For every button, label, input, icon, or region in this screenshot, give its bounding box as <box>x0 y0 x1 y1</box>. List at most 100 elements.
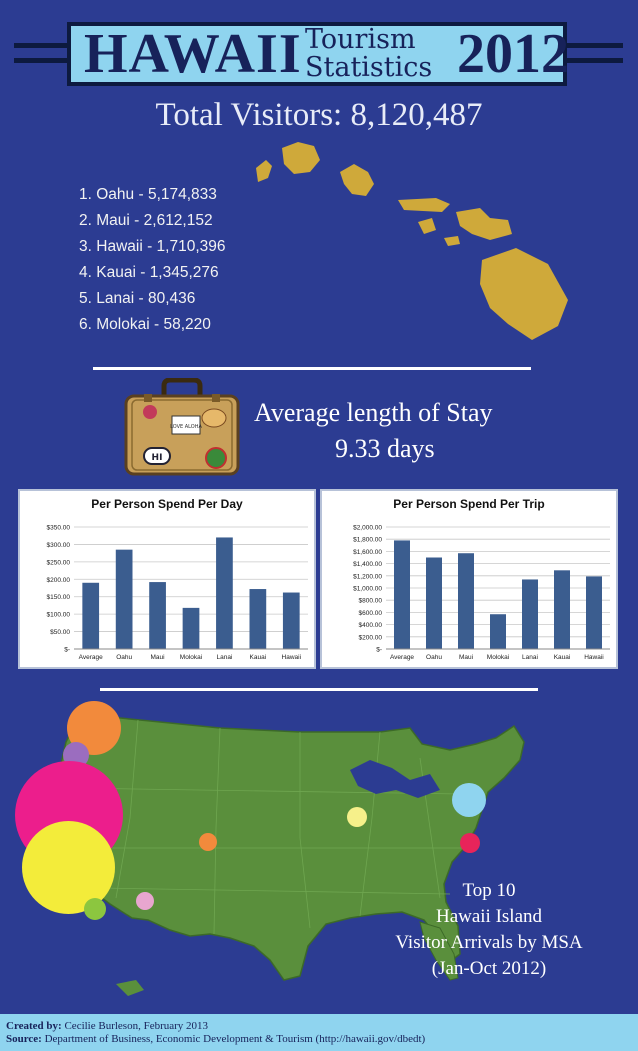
y-tick-label: $200.00 <box>47 577 71 584</box>
list-item: 1. Oahu - 5,174,833 <box>79 186 217 203</box>
y-tick-label: $1,600.00 <box>353 549 382 556</box>
total-visitors: Total Visitors: 8,120,487 <box>155 97 483 133</box>
msa-caption-line: Top 10 <box>462 880 516 901</box>
lanai-island <box>418 218 436 234</box>
list-item: 6. Molokai - 58,220 <box>79 316 211 333</box>
y-tick-label: $50.00 <box>50 629 70 636</box>
suitcase-sticker-text: LOVE ALOHA <box>170 424 202 430</box>
header-banner <box>67 22 567 86</box>
y-tick-label: $300.00 <box>47 542 71 549</box>
header-line-right-top <box>567 43 623 48</box>
header-subtitle-statistics: Statistics <box>305 52 433 83</box>
x-tick-label: Maui <box>459 654 473 661</box>
chart-spend-per-day-svg: $- $50.00 $100.00 $150.00 $200.00 $250.00 $300… <box>47 525 308 661</box>
x-tick-label: Oahu <box>426 654 442 661</box>
kahoolawe-island <box>444 236 460 246</box>
bar <box>426 557 442 649</box>
x-tick-label: Kauai <box>250 654 267 661</box>
bar <box>149 582 166 649</box>
x-tick-label: Hawaii <box>584 654 604 661</box>
y-tick-label: $150.00 <box>47 594 71 601</box>
molokai-island <box>398 198 450 212</box>
x-tick-label: Lanai <box>216 654 232 661</box>
msa-bubble <box>452 783 486 817</box>
header-line-left-bottom <box>14 58 67 63</box>
bar <box>586 576 602 649</box>
maui-island <box>456 208 512 240</box>
y-tick-label: $1,400.00 <box>353 561 382 568</box>
msa-caption-line: Hawaii Island <box>435 906 543 927</box>
list-item: 2. Maui - 2,612,152 <box>79 212 213 229</box>
y-tick-label: $350.00 <box>47 525 71 532</box>
bar <box>554 570 570 649</box>
great-lakes <box>350 760 440 798</box>
hawaii-islands-map <box>256 142 568 340</box>
y-tick-label: $200.00 <box>359 634 383 641</box>
msa-bubble <box>84 898 106 920</box>
x-tick-label: Molokai <box>180 654 202 661</box>
y-tick-label: $2,000.00 <box>353 525 382 532</box>
msa-bubble <box>460 833 480 853</box>
y-tick-label: $1,800.00 <box>353 537 382 544</box>
x-tick-label: Maui <box>151 654 165 661</box>
header-subtitle-tourism: Tourism <box>305 24 416 55</box>
chart-title: Per Person Spend Per Trip <box>393 497 545 511</box>
chart-spend-per-day: Per Person Spend Per Day $- $50.00 $100.00… <box>18 489 316 669</box>
alaska-fragment <box>116 980 144 996</box>
bar <box>249 589 267 649</box>
bar <box>115 549 133 649</box>
y-tick-label: $400.00 <box>359 622 383 629</box>
us-map <box>59 713 525 996</box>
bar <box>282 592 300 649</box>
suitcase-sticker-hi: HI <box>152 453 163 463</box>
bar <box>82 582 100 649</box>
section-divider <box>93 367 531 370</box>
chart-title: Per Person Spend Per Day <box>91 497 243 511</box>
average-stay-label: Average length of Stay <box>254 398 493 427</box>
y-tick-label: $100.00 <box>47 612 71 619</box>
chart-spend-per-trip-svg: $- $200.00 $400.00 $600.00 $800.00 $1,000.00 $… <box>353 525 610 661</box>
niihau-island <box>256 160 272 182</box>
x-tick-label: Kauai <box>554 654 571 661</box>
x-tick-label: Oahu <box>116 654 132 661</box>
footer: Created by: Cecilie Burleson, February 2… <box>0 1014 638 1051</box>
x-tick-label: Average <box>79 654 103 661</box>
msa-caption-line: (Jan-Oct 2012) <box>431 958 547 979</box>
list-item: 3. Hawaii - 1,710,396 <box>79 238 226 255</box>
y-tick-label: $600.00 <box>359 610 383 617</box>
y-tick-label: $1,200.00 <box>353 573 382 580</box>
x-tick-label: Lanai <box>522 654 538 661</box>
x-tick-label: Hawaii <box>282 654 302 661</box>
x-tick-label: Average <box>390 654 414 661</box>
footer-credit: Created by: Cecilie Burleson, February 2… <box>6 1020 209 1032</box>
list-item: 4. Kauai - 1,345,276 <box>79 264 219 281</box>
list-item: 5. Lanai - 80,436 <box>79 290 196 307</box>
header-year: 2012 <box>457 23 569 85</box>
footer-source: Source: Department of Business, Economic… <box>6 1033 426 1045</box>
kauai-island <box>282 142 320 174</box>
msa-bubble <box>136 892 154 910</box>
header-line-right-bottom <box>567 58 623 63</box>
msa-caption: Top 10 Hawaii Island Visitor Arrivals by… <box>369 878 609 982</box>
section-divider <box>100 688 538 691</box>
florida <box>419 921 459 981</box>
header-title: HAWAII <box>84 23 302 85</box>
bar <box>182 607 200 649</box>
y-tick-label: $250.00 <box>47 559 71 566</box>
header-line-left-top <box>14 43 67 48</box>
y-tick-label: $800.00 <box>359 598 383 605</box>
state-borders <box>68 719 470 935</box>
chart-spend-per-trip: Per Person Spend Per Trip $- $200.00 $400.… <box>320 489 618 669</box>
x-tick-label: Molokai <box>487 654 509 661</box>
bar <box>458 553 474 649</box>
island-visitor-list: 1. Oahu - 5,174,833 2. Maui - 2,612,152 … <box>79 182 226 338</box>
msa-caption-line: Visitor Arrivals by MSA <box>395 932 583 953</box>
suitcase-icon: LOVE ALOHA HI <box>124 378 240 476</box>
y-tick-label: $- <box>376 647 382 654</box>
bar <box>394 540 410 649</box>
oahu-island <box>340 164 374 196</box>
bar <box>216 537 233 649</box>
y-tick-label: $- <box>64 647 70 654</box>
bar <box>490 614 506 649</box>
